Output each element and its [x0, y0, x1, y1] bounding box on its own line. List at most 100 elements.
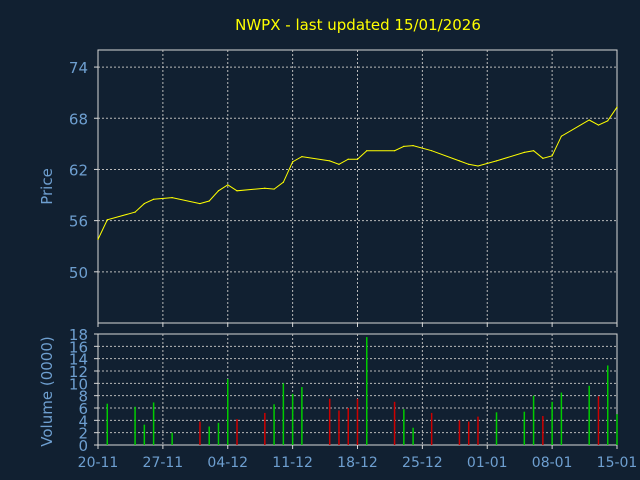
price-point — [458, 160, 461, 162]
price-point — [301, 156, 303, 158]
price-point — [495, 160, 498, 162]
volume-bar — [588, 385, 590, 445]
price-point — [338, 163, 340, 165]
volume-bar — [152, 402, 155, 445]
volume-bar — [236, 419, 238, 445]
volume-bar — [551, 401, 553, 445]
volume-bar — [338, 410, 340, 445]
volume-y-tick-label: 12 — [69, 363, 88, 381]
volume-bar — [467, 421, 470, 445]
volume-y-tick-label: 18 — [69, 326, 88, 344]
x-tick-label: 27-11 — [143, 455, 184, 471]
price-point — [171, 196, 173, 199]
price-point — [282, 181, 284, 183]
volume-bar — [199, 421, 201, 445]
x-tick-label: 01-01 — [467, 455, 508, 471]
x-tick-label: 08-01 — [532, 455, 573, 471]
volume-bar — [282, 383, 285, 445]
price-point — [542, 157, 544, 159]
price-point — [292, 161, 294, 163]
price-y-tick-label: 50 — [69, 264, 88, 282]
volume-bar — [403, 409, 405, 445]
volume-bar — [273, 404, 275, 445]
volume-bar — [495, 412, 498, 445]
price-y-tick-label: 68 — [69, 110, 88, 128]
volume-bar — [597, 396, 600, 445]
price-point — [366, 150, 368, 152]
price-point — [523, 151, 525, 153]
volume-bar — [106, 403, 109, 445]
price-point — [217, 190, 220, 192]
price-point — [236, 190, 238, 192]
price-point — [143, 202, 145, 205]
volume-y-tick-label: 4 — [78, 412, 88, 430]
price-point — [532, 150, 535, 152]
volume-y-tick-label: 16 — [69, 338, 88, 356]
x-tick-label: 18-12 — [337, 455, 378, 471]
price-point — [560, 135, 562, 137]
price-point — [347, 158, 349, 160]
volume-bar — [171, 432, 173, 445]
volume-axis-label: Volume (0000) — [38, 336, 56, 446]
volume-bar — [430, 412, 433, 445]
x-tick-label: 20-11 — [78, 455, 119, 471]
volume-bar — [328, 398, 331, 445]
price-point — [356, 158, 359, 160]
volume-bar — [560, 392, 563, 445]
price-point — [134, 211, 136, 213]
price-point — [403, 145, 405, 148]
x-tick-label: 25-12 — [402, 455, 443, 471]
price-point — [468, 163, 470, 165]
volume-bar — [412, 427, 414, 445]
volume-bar — [264, 412, 266, 445]
price-axis-label: Price — [38, 168, 56, 205]
x-tick-label: 04-12 — [207, 455, 248, 471]
price-y-tick-label: 56 — [69, 213, 88, 231]
volume-bar — [347, 408, 349, 445]
price-y-tick-label: 74 — [69, 59, 88, 77]
volume-bar — [532, 395, 535, 445]
price-point — [597, 124, 600, 126]
price-line — [97, 106, 618, 240]
volume-bar — [606, 365, 609, 445]
volume-bar — [291, 393, 294, 445]
volume-bar — [143, 424, 146, 445]
price-point — [393, 150, 396, 152]
price-point — [208, 200, 210, 202]
volume-bar — [134, 406, 136, 445]
price-point — [551, 155, 553, 157]
price-point — [329, 160, 331, 162]
price-point — [106, 219, 108, 221]
volume-bar — [523, 411, 526, 445]
price-point — [97, 238, 99, 240]
x-tick-label: 15-01 — [597, 455, 638, 471]
x-tick-label: 11-12 — [272, 455, 313, 471]
volume-y-tick-label: 14 — [69, 351, 88, 369]
volume-bar — [616, 414, 618, 445]
volume-y-tick-label: 10 — [69, 375, 88, 393]
volume-y-tick-label: 6 — [78, 400, 88, 418]
price-y-tick-label: 62 — [69, 161, 88, 179]
price-point — [607, 120, 609, 122]
volume-bar — [217, 422, 220, 445]
price-point — [431, 150, 433, 152]
price-point — [199, 202, 201, 205]
volume-bar — [301, 387, 303, 445]
price-point — [477, 165, 479, 167]
volume-bar — [477, 416, 479, 445]
price-point — [616, 106, 618, 108]
volume-bar — [208, 426, 210, 445]
volume-bar — [458, 420, 461, 445]
volume-y-tick-label: 8 — [78, 388, 88, 406]
price-panel: 50 56 62 68 74 — [69, 49, 618, 327]
price-point — [153, 198, 155, 200]
volume-bar — [393, 401, 396, 445]
volume-y-tick-label: 2 — [78, 425, 88, 443]
price-point — [273, 188, 275, 190]
price-point — [227, 184, 229, 186]
volume-y-tick-label: 0 — [78, 437, 88, 455]
chart-title: NWPX - last updated 15/01/2026 — [235, 16, 481, 34]
